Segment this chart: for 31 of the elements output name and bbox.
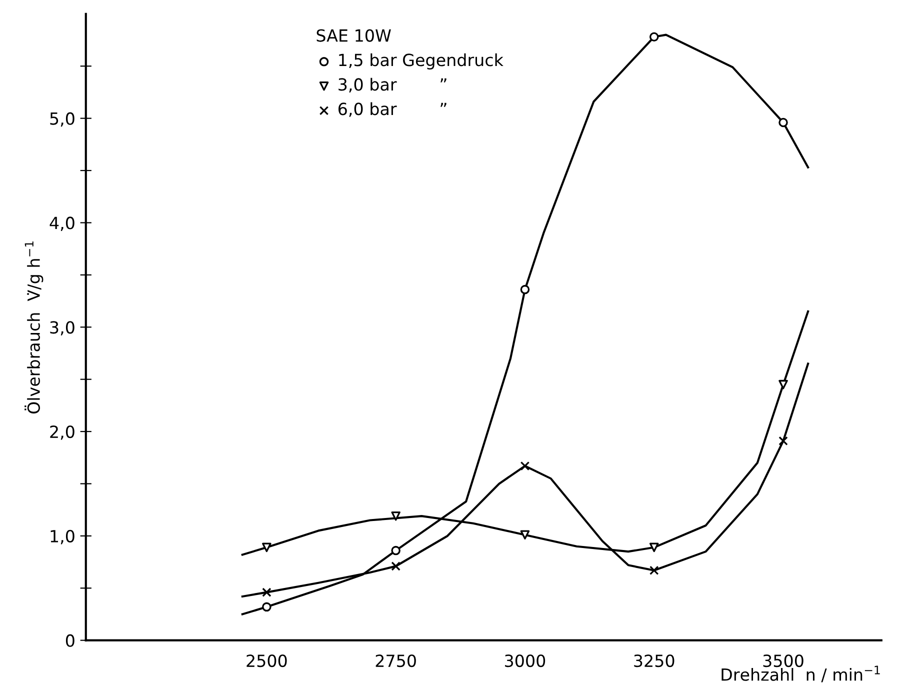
point (778, 118, 788, 128)
point (520, 461, 530, 471)
y-tick-label: 5,0 (50, 112, 74, 127)
x-tick-label: 3500 (763, 654, 804, 668)
y-axis-title: Ölverbrauch V̇/g h$^{−1}$ (24, 241, 44, 414)
point (391, 546, 400, 556)
point (262, 588, 272, 597)
point (262, 542, 272, 552)
point (649, 542, 659, 552)
point (391, 562, 400, 571)
legend-label: 3,0 bar ” (338, 78, 446, 92)
y-tick-label: 0 (66, 634, 74, 647)
legend-label: 6,0 bar ” (338, 102, 446, 117)
point (391, 511, 400, 521)
y-tick-label: 2,0 (50, 425, 74, 440)
y-tick-label: 1,0 (50, 530, 74, 544)
x-tick-label: 3250 (634, 654, 674, 668)
point (520, 284, 530, 294)
legend-title: SAE 10W (316, 29, 391, 42)
x-tick-label: 2500 (246, 654, 287, 668)
y-tick-label: 3,0 (50, 321, 74, 336)
point (778, 380, 788, 390)
point (778, 436, 788, 446)
point (649, 566, 659, 576)
point (262, 602, 272, 612)
legend-label: 1,5 bar Gegendruck (339, 53, 504, 70)
point (520, 530, 530, 540)
x-tick-label: 3000 (505, 654, 546, 668)
y-tick-label: 4,0 (50, 216, 74, 231)
point (649, 32, 659, 42)
x-tick-label: 2750 (376, 654, 416, 668)
